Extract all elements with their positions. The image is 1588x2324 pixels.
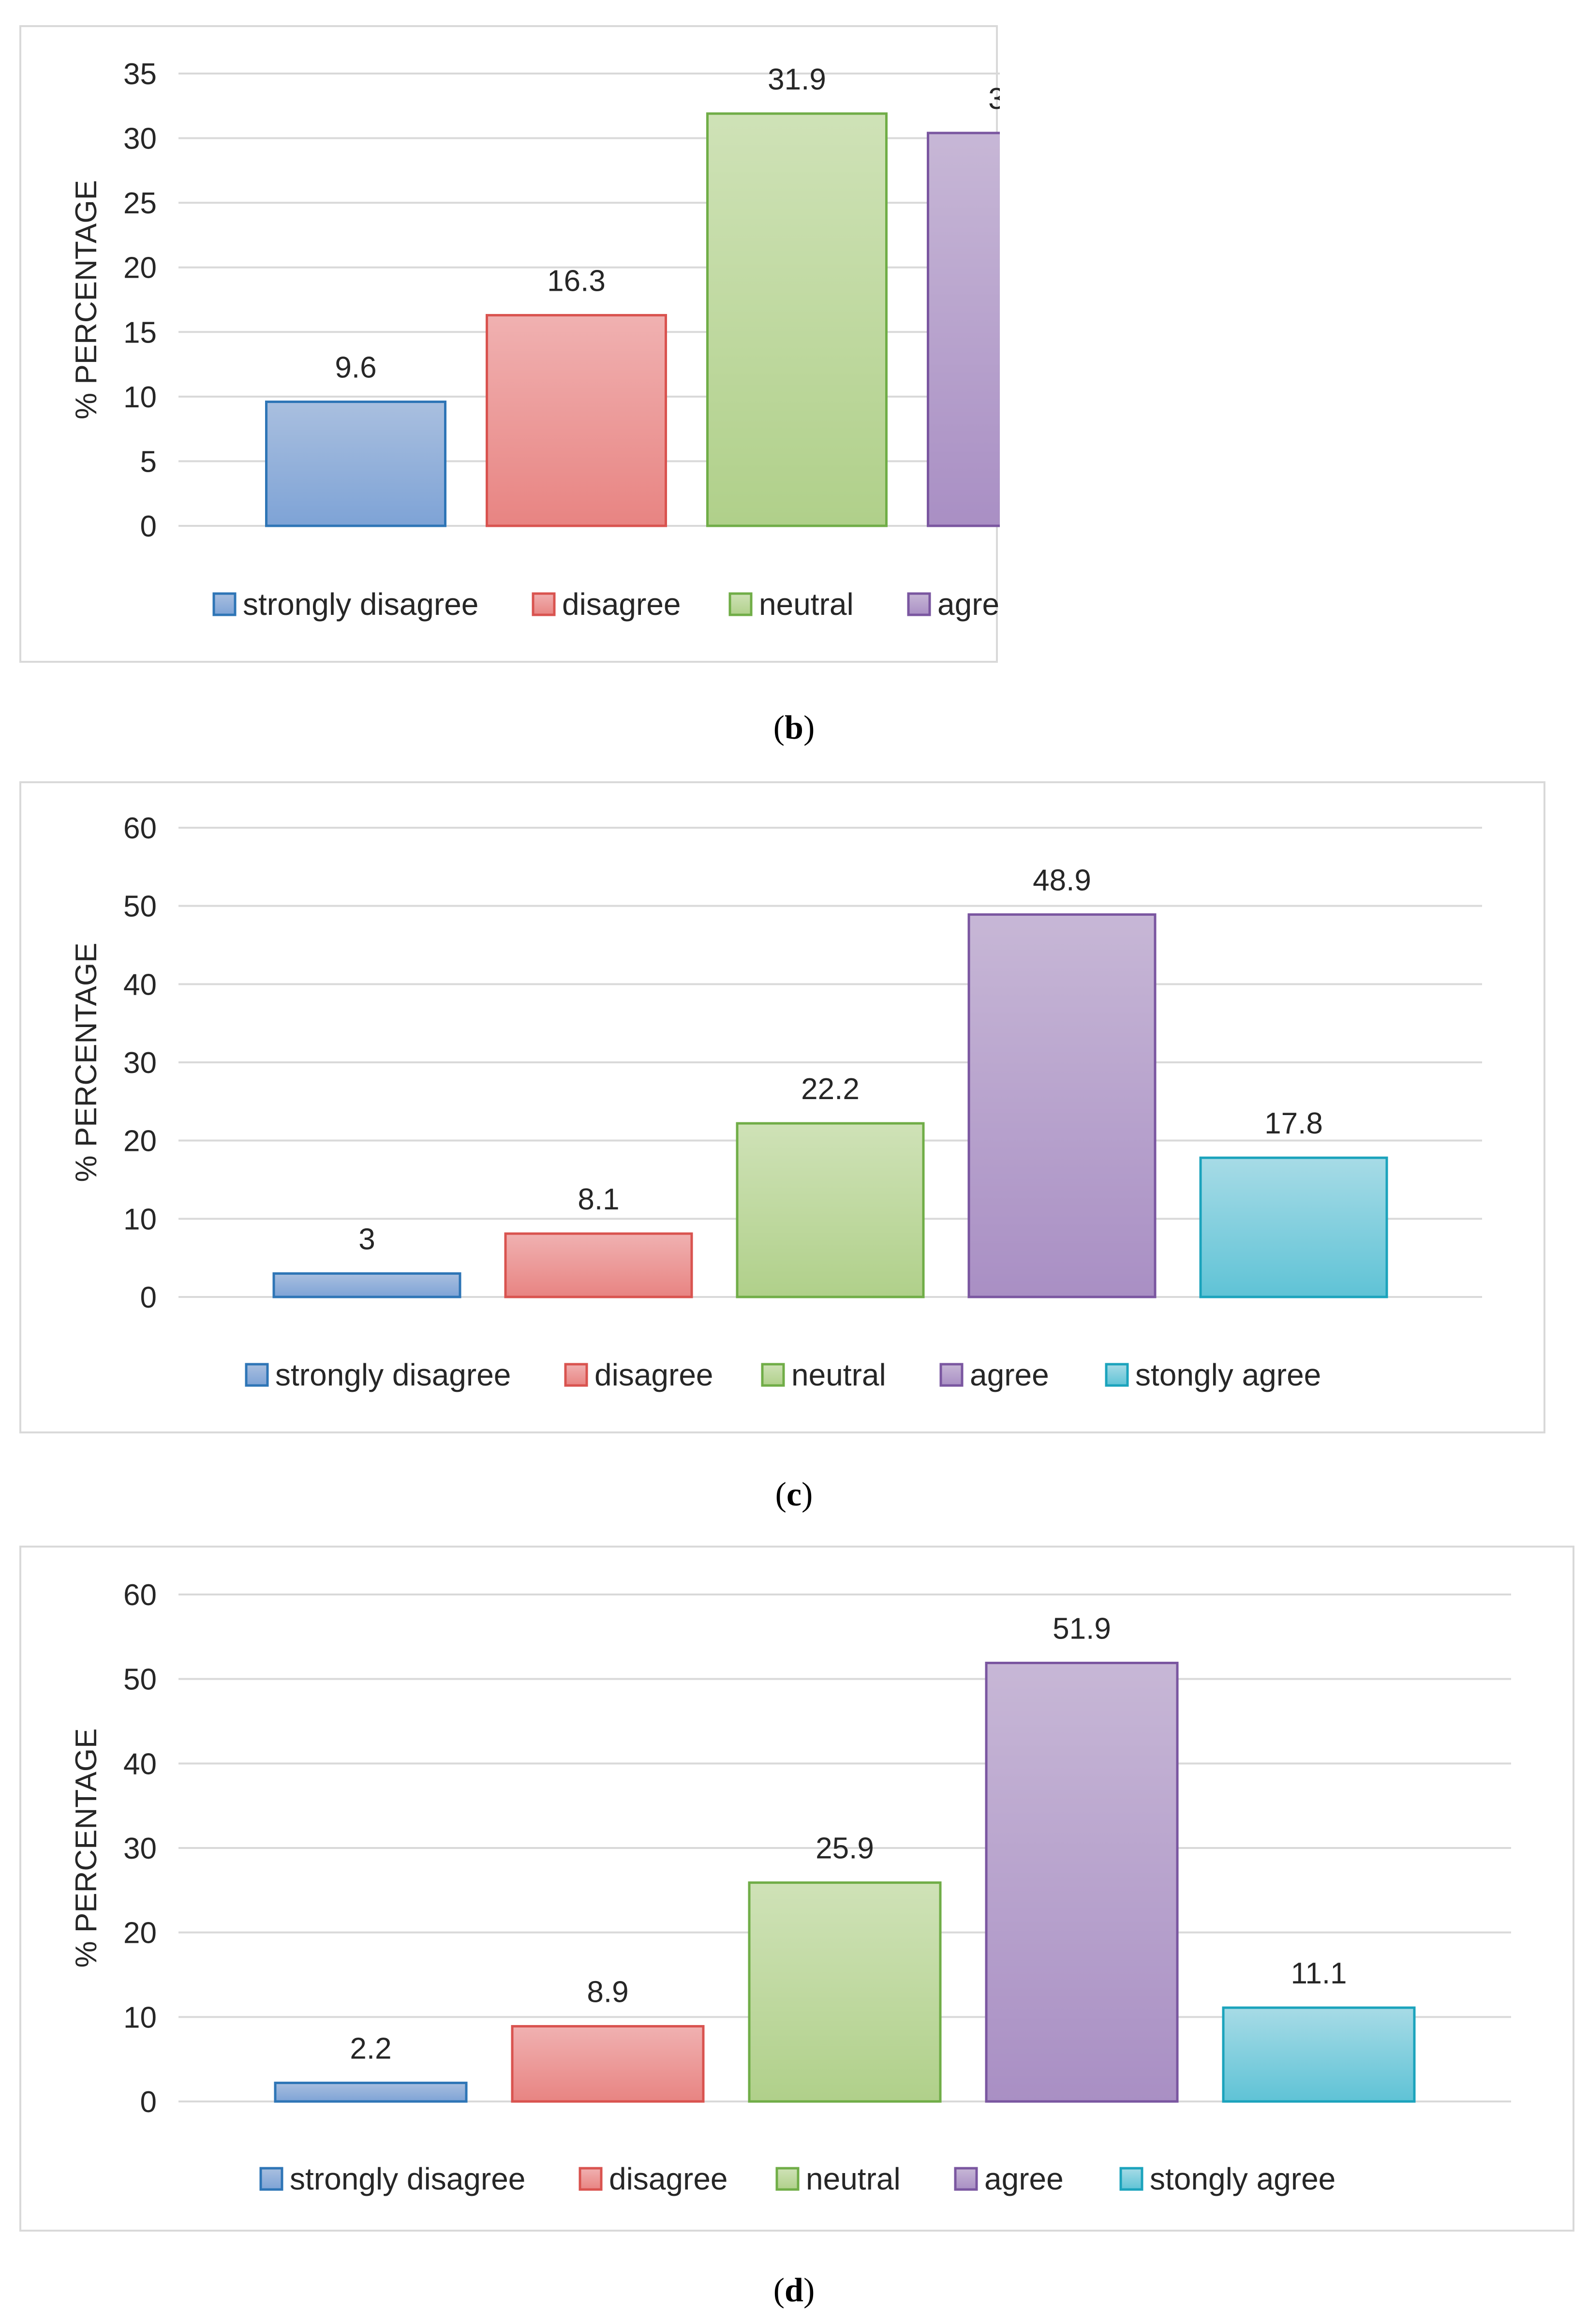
legend-swatch-disagree [564,1363,588,1387]
legend-swatch-agree [907,592,931,616]
legend-label-neutral: neutral [806,2161,901,2196]
bar-strongly-disagree [272,1272,461,1298]
data-label-strongly-disagree: 2.2 [350,2032,391,2066]
bar-disagree [504,1232,693,1298]
y-tick-label-20: 20 [123,1125,157,1158]
data-label-agree: 48.9 [1033,864,1091,897]
legend-swatch-agree [939,1363,964,1387]
legend-label-stongly-agree: stongly agree [1150,2161,1336,2196]
y-tick-label-25: 25 [123,187,157,220]
legend-swatch-disagree [532,592,556,616]
caption-letter-b: b [785,709,803,746]
bar-chart-d: 0 10 20 30 40 50 60 % PERCENTAGE 2.2 8.9 25.9 51.9 1… [70,1579,1511,2196]
y-tick-label-0: 0 [140,1281,157,1314]
legend-label-strongly-disagree: strongly disagree [243,587,478,622]
data-label-stongly-agree: 17.8 [1264,1107,1323,1140]
legend-label-strongly-disagree: strongly disagree [290,2161,525,2196]
legend-swatch-neutral [761,1363,785,1387]
data-label-neutral: 22.2 [801,1073,860,1106]
y-tick-label-60: 60 [123,1579,157,1612]
legend-label-stongly-agree: stongly agree [1135,1357,1321,1392]
data-label-disagree: 8.9 [587,1976,628,2009]
caption-b: (b) [773,709,815,746]
y-tick-label-30: 30 [123,1832,157,1865]
data-label-neutral: 25.9 [816,1832,874,1865]
data-label-disagree: 16.3 [547,265,606,298]
chart-c: 0 10 20 30 40 50 60 % PERCENTAGE 3 8.1 22.2 48.9 17.… [19,781,1545,1433]
data-label-neutral: 31.9 [768,63,826,96]
legend-swatch-disagree [579,2167,603,2191]
legend-label-neutral: neutral [759,587,854,622]
y-tick-label-35: 35 [123,58,157,91]
y-tick-label-50: 50 [123,1663,157,1697]
data-label-disagree: 8.1 [578,1183,619,1216]
caption-letter-c: c [786,1476,802,1513]
bar-agree [967,913,1157,1298]
legend-label-disagree: disagree [562,587,681,622]
y-tick-label-15: 15 [123,316,157,349]
legend-swatch-stongly-agree [1119,2167,1143,2191]
y-tick-label-30: 30 [123,1046,157,1080]
bar-strongly-disagree [274,2082,468,2103]
bar-agree [927,132,1000,527]
y-tick-label-0: 0 [140,510,157,543]
data-label-agree: 30.4 [988,82,1000,116]
data-label-strongly-disagree: 3 [358,1223,375,1256]
bar-neutral [706,112,888,527]
bar-neutral [736,1122,925,1298]
bar-stongly-agree [1199,1156,1388,1298]
y-tick-label-60: 60 [123,812,157,845]
bar-neutral [748,1881,942,2103]
bar-stongly-agree [1222,2006,1416,2103]
y-tick-label-20: 20 [123,1917,157,1950]
bar-disagree [486,314,667,527]
legend-swatch-neutral [728,592,753,616]
y-tick-label-5: 5 [140,445,157,478]
chart-b: 0 5 10 15 20 25 30 35 % PERCENTAGE 9.6 16.3 31.9 30.… [19,25,1000,663]
legend-label-agree: agree [937,587,1000,622]
bar-chart-c: 0 10 20 30 40 50 60 % PERCENTAGE 3 8.1 22.2 48.9 17.… [70,812,1482,1392]
bar-chart-b: 0 5 10 15 20 25 30 35 % PERCENTAGE 9.6 16.3 31.9 30.… [70,58,1000,622]
data-label-agree: 51.9 [1053,1612,1111,1645]
y-tick-label-30: 30 [123,122,157,156]
data-label-stongly-agree: 11.1 [1291,1957,1347,1990]
chart-d: 0 10 20 30 40 50 60 % PERCENTAGE 2.2 8.9 25.9 51.9 1… [19,1546,1574,2232]
bar-strongly-disagree [265,401,446,527]
legend-label-disagree: disagree [594,1357,713,1392]
y-tick-label-10: 10 [123,1203,157,1236]
y-tick-label-20: 20 [123,252,157,285]
caption-d: (d) [773,2272,815,2309]
legend-swatch-stongly-agree [1105,1363,1129,1387]
bar-disagree [511,2025,705,2103]
caption-c: (c) [775,1476,813,1513]
bar-agree [985,1661,1179,2103]
y-axis-label: % PERCENTAGE [70,943,103,1182]
legend-swatch-strongly-disagree [259,2167,283,2191]
legend-swatch-strongly-disagree [212,592,237,616]
y-tick-label-10: 10 [123,381,157,414]
y-tick-label-10: 10 [123,2001,157,2034]
legend-label-disagree: disagree [609,2161,728,2196]
y-axis-label: % PERCENTAGE [70,1728,103,1968]
legend-swatch-agree [954,2167,978,2191]
legend-label-neutral: neutral [791,1357,886,1392]
y-tick-label-40: 40 [123,1747,157,1781]
y-tick-label-40: 40 [123,968,157,1001]
legend-swatch-neutral [775,2167,800,2191]
legend-swatch-strongly-disagree [245,1363,269,1387]
legend-label-agree: agree [984,2161,1064,2196]
data-label-strongly-disagree: 9.6 [335,351,376,385]
y-tick-label-0: 0 [140,2086,157,2119]
caption-letter-d: d [785,2272,803,2309]
legend-label-agree: agree [970,1357,1049,1392]
y-tick-label-50: 50 [123,890,157,924]
y-axis-label: % PERCENTAGE [70,180,103,419]
legend-label-strongly-disagree: strongly disagree [275,1357,511,1392]
